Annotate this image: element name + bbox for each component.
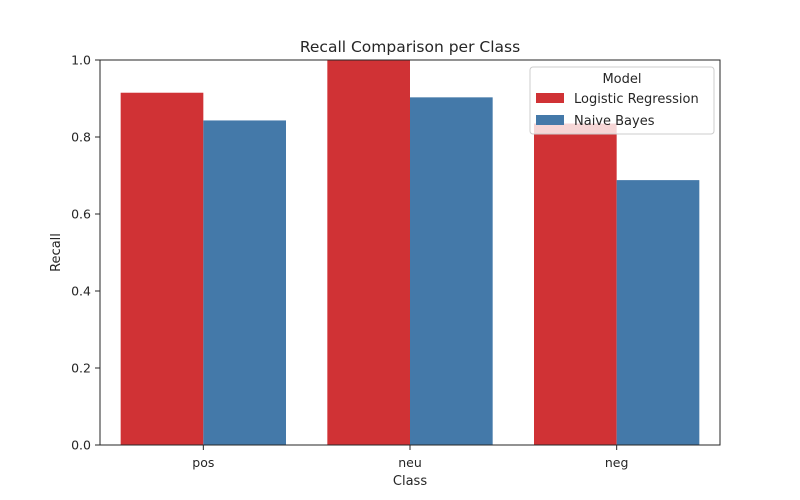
y-axis-label: Recall bbox=[49, 233, 64, 272]
legend: Model Logistic Regression Naive Bayes bbox=[529, 66, 715, 135]
bar-naive-bayes-neg bbox=[616, 180, 700, 445]
x-tick-label-neu: neu bbox=[398, 455, 422, 470]
y-tick-label: 0.2 bbox=[71, 361, 91, 376]
y-tick-label: 1.0 bbox=[71, 53, 91, 68]
bar-naive-bayes-neu bbox=[410, 97, 493, 445]
legend-swatch-naive-bayes bbox=[536, 115, 564, 125]
x-axis-label: Class bbox=[393, 474, 427, 489]
y-tick-label: 0.0 bbox=[71, 438, 91, 453]
x-axis: pos neu neg bbox=[192, 445, 628, 470]
y-tick-label: 0.4 bbox=[71, 284, 91, 299]
bar-naive-bayes-pos bbox=[203, 120, 286, 445]
bar-logistic-regression-neu bbox=[327, 60, 410, 445]
legend-swatch-logistic-regression bbox=[536, 93, 564, 103]
x-tick-label-pos: pos bbox=[192, 455, 214, 470]
bars-group bbox=[120, 60, 700, 446]
legend-title: Model bbox=[602, 72, 641, 87]
legend-label-logistic-regression: Logistic Regression bbox=[574, 92, 699, 107]
chart-title: Recall Comparison per Class bbox=[300, 38, 520, 56]
bar-logistic-regression-neg bbox=[534, 123, 617, 446]
y-tick-label: 0.6 bbox=[71, 207, 91, 222]
x-tick-label-neg: neg bbox=[605, 455, 629, 470]
y-tick-label: 0.8 bbox=[71, 130, 91, 145]
legend-box bbox=[529, 66, 715, 135]
legend-label-naive-bayes: Naive Bayes bbox=[574, 114, 655, 129]
bar-logistic-regression-pos bbox=[120, 92, 204, 445]
y-axis: 0.0 0.2 0.4 0.6 0.8 1.0 bbox=[71, 53, 100, 453]
